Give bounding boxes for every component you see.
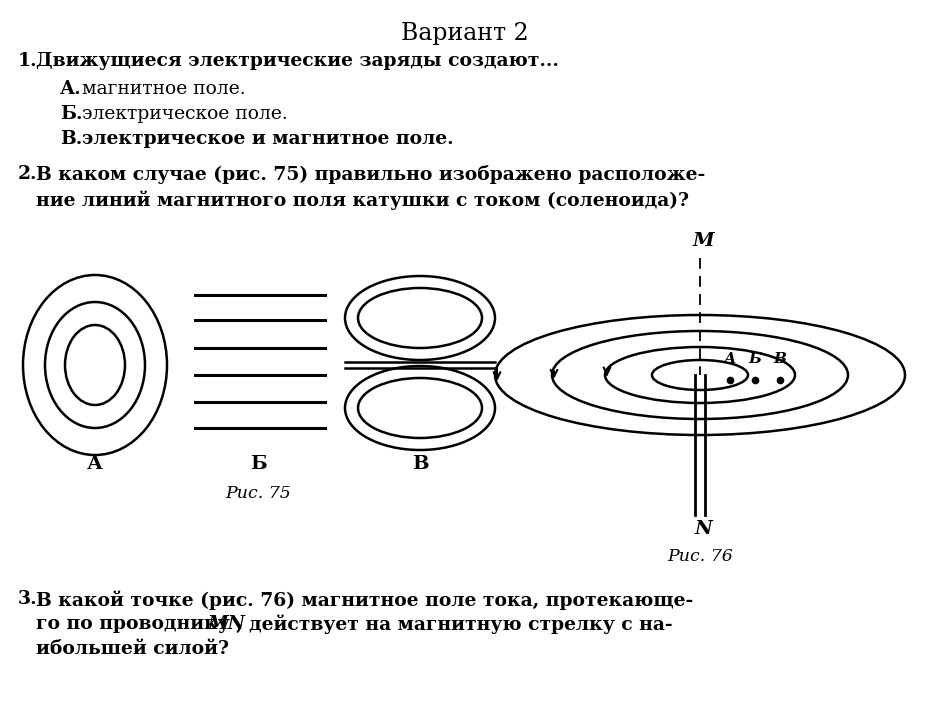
Text: MN: MN — [208, 615, 246, 633]
Text: ние линий магнитного поля катушки с током (соленоида)?: ние линий магнитного поля катушки с токо… — [36, 190, 689, 209]
Text: 2.: 2. — [18, 165, 37, 183]
Text: электрическое поле.: электрическое поле. — [82, 105, 287, 123]
Text: Б: Б — [249, 455, 266, 473]
Text: Рис. 76: Рис. 76 — [667, 548, 733, 565]
Text: го по проводнику: го по проводнику — [36, 615, 236, 633]
Text: Б: Б — [749, 352, 762, 366]
Text: Вариант 2: Вариант 2 — [401, 22, 529, 45]
Text: А: А — [87, 455, 103, 473]
Text: В: В — [412, 455, 429, 473]
Text: Рис. 75: Рис. 75 — [225, 485, 291, 502]
Text: А.: А. — [60, 80, 82, 98]
Text: В каком случае (рис. 75) правильно изображено расположе-: В каком случае (рис. 75) правильно изобр… — [36, 165, 705, 184]
Text: В.: В. — [60, 130, 82, 148]
Text: В какой точке (рис. 76) магнитное поле тока, протекающе-: В какой точке (рис. 76) магнитное поле т… — [36, 590, 693, 609]
Text: Б.: Б. — [60, 105, 83, 123]
Text: 3.: 3. — [18, 590, 37, 608]
Text: 1.: 1. — [18, 52, 37, 70]
Text: M: M — [692, 232, 714, 250]
Text: ибольшей силой?: ибольшей силой? — [36, 640, 229, 658]
Text: Движущиеся электрические заряды создают...: Движущиеся электрические заряды создают.… — [36, 52, 559, 70]
Text: В: В — [774, 352, 787, 366]
Text: N: N — [694, 520, 712, 538]
Text: А: А — [724, 352, 737, 366]
Text: , действует на магнитную стрелку с на-: , действует на магнитную стрелку с на- — [236, 615, 672, 634]
Text: магнитное поле.: магнитное поле. — [82, 80, 246, 98]
Text: электрическое и магнитное поле.: электрическое и магнитное поле. — [82, 130, 454, 148]
